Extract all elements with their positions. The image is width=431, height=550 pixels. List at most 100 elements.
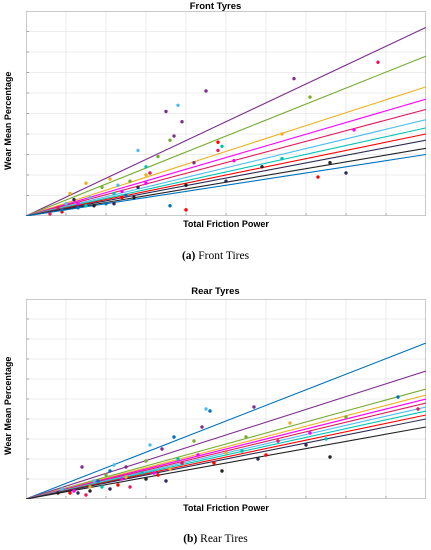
rear-tyres-plot — [26, 299, 426, 499]
regression-line — [26, 133, 426, 216]
data-point — [308, 95, 312, 99]
regression-line — [26, 370, 426, 499]
data-point — [252, 405, 256, 409]
data-point — [208, 409, 212, 413]
data-point — [148, 443, 152, 447]
data-point — [204, 89, 208, 93]
data-point — [84, 181, 88, 185]
data-point — [148, 171, 152, 175]
data-point — [200, 425, 204, 429]
data-point — [120, 189, 124, 194]
regression-line — [26, 418, 426, 499]
data-point — [112, 191, 116, 196]
data-point — [216, 148, 220, 153]
data-point — [104, 473, 108, 477]
data-point — [88, 489, 92, 493]
x-axis-label: Total Friction Power — [183, 503, 269, 513]
regression-line — [26, 398, 426, 499]
regression-line — [26, 426, 426, 499]
data-point — [144, 165, 148, 169]
y-axis-label: Wear Mean Percentage — [3, 356, 13, 455]
front-tyres-plot — [26, 11, 426, 216]
data-point — [192, 439, 196, 443]
data-point — [224, 451, 228, 455]
data-point — [292, 76, 296, 81]
data-point — [92, 204, 96, 208]
data-point — [344, 415, 348, 419]
data-point — [156, 473, 160, 477]
data-point — [108, 469, 112, 473]
regression-line — [26, 139, 426, 216]
data-point — [168, 138, 172, 142]
caption-text: Rear Tires — [200, 533, 248, 545]
front-tyres-panel: Front Tyres Wear Mean Percentage Total F… — [0, 0, 431, 268]
data-point — [144, 459, 148, 463]
data-point — [164, 479, 168, 483]
regression-line — [26, 108, 426, 216]
data-point — [88, 195, 92, 200]
regression-line — [26, 26, 426, 216]
data-point — [212, 461, 216, 465]
data-point — [156, 154, 160, 159]
data-point — [100, 485, 104, 489]
data-point — [120, 477, 124, 481]
data-point — [116, 183, 120, 187]
data-point — [48, 212, 52, 216]
data-point — [80, 465, 84, 469]
data-point — [56, 491, 60, 495]
data-point — [56, 206, 60, 210]
data-point — [112, 202, 116, 206]
data-point — [352, 128, 356, 132]
data-point — [204, 407, 208, 411]
figure-caption: (b) Rear Tires — [0, 533, 431, 545]
data-point — [84, 493, 88, 497]
data-point — [144, 181, 148, 185]
data-point — [196, 453, 200, 457]
data-point — [256, 457, 260, 461]
data-point — [60, 487, 64, 491]
data-point — [224, 179, 228, 183]
data-point — [240, 449, 244, 453]
data-point — [124, 193, 128, 198]
data-point — [132, 195, 136, 200]
data-point — [88, 485, 92, 489]
data-point — [84, 204, 88, 208]
data-point — [264, 453, 268, 457]
data-point — [180, 461, 184, 465]
data-point — [304, 443, 308, 447]
data-point — [136, 185, 140, 189]
data-point — [168, 204, 172, 208]
regression-line — [26, 342, 426, 499]
regression-line — [26, 86, 426, 216]
data-point — [244, 435, 248, 439]
data-point — [172, 134, 176, 138]
data-point — [276, 439, 280, 443]
data-point — [64, 202, 68, 206]
data-point — [116, 483, 120, 487]
data-point — [316, 175, 320, 179]
data-point — [136, 148, 140, 153]
data-point — [328, 161, 332, 165]
plot-frame — [26, 11, 426, 216]
regression-line — [26, 414, 426, 499]
data-point — [184, 208, 188, 212]
data-point — [92, 479, 96, 483]
data-point — [176, 103, 180, 108]
data-point — [288, 421, 292, 425]
data-point — [76, 202, 80, 206]
data-point — [172, 435, 176, 439]
data-point — [232, 158, 236, 163]
data-point — [168, 467, 172, 471]
data-point — [140, 471, 144, 475]
data-point — [60, 208, 64, 212]
data-point — [328, 455, 332, 459]
data-point — [124, 475, 128, 479]
data-point — [76, 206, 80, 210]
caption-label: (b) — [183, 533, 198, 545]
data-point — [324, 437, 328, 441]
regression-line — [26, 127, 426, 216]
data-point — [160, 447, 164, 451]
data-point — [260, 165, 264, 169]
data-point — [128, 485, 132, 489]
data-point — [68, 491, 72, 495]
